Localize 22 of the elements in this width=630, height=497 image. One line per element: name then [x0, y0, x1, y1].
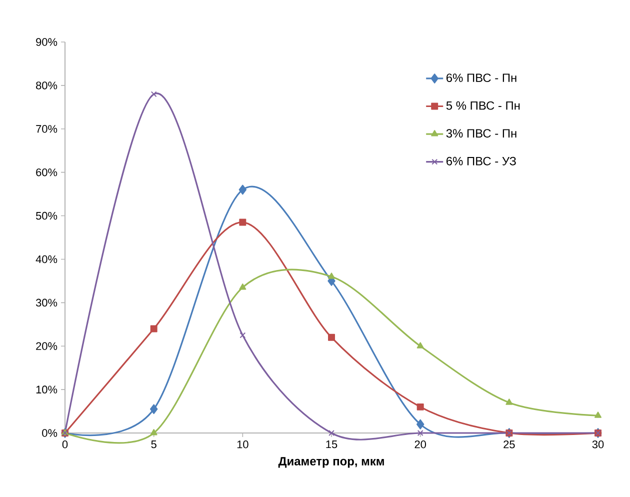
- x-axis-title: Диаметр пор, мкм: [278, 457, 384, 468]
- y-tick-label: 80%: [36, 82, 58, 90]
- x-tick-label: 0: [62, 440, 68, 448]
- y-tick-label: 40%: [36, 255, 58, 264]
- x-tick-label: 15: [326, 440, 338, 448]
- x-tick-label: 25: [504, 440, 515, 448]
- y-tick-label: 20%: [36, 342, 58, 350]
- legend-label: 6% ПВС - УЗ: [446, 156, 516, 166]
- y-tick-label: 0%: [42, 429, 58, 437]
- legend-label: 5 % ПВС - Пн: [446, 101, 520, 110]
- x-tick-label: 20: [414, 440, 426, 448]
- y-tick-label: 70%: [36, 125, 58, 133]
- x-tick-label: 5: [151, 440, 156, 448]
- legend-label: 6% ПВС - Пн: [446, 74, 516, 82]
- legend-label: 3% ПВС - Пн: [446, 129, 516, 138]
- x-tick-label: 30: [592, 440, 604, 448]
- y-tick-label: 50%: [36, 212, 58, 220]
- y-tick-label: 60%: [36, 168, 58, 176]
- y-tick-label: 30%: [36, 298, 58, 307]
- x-tick-label: 10: [237, 440, 248, 448]
- y-tick-label: 10%: [36, 386, 58, 394]
- y-tick-label: 90%: [36, 38, 58, 46]
